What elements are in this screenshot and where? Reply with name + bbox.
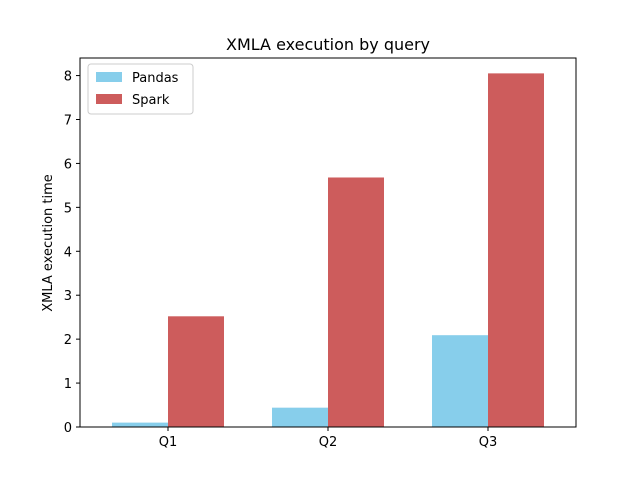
legend: Pandas Spark xyxy=(87,63,194,115)
bars-group xyxy=(112,73,544,427)
y-tick-label: 1 xyxy=(64,377,72,392)
bar-spark-q3 xyxy=(488,73,544,427)
bar-pandas-q1 xyxy=(112,422,168,427)
bar-spark-q1 xyxy=(168,316,224,427)
bar-spark-q2 xyxy=(328,177,384,427)
legend-swatch-spark xyxy=(96,94,122,104)
y-tick-label: 3 xyxy=(64,289,72,304)
y-tick-label: 2 xyxy=(64,333,72,348)
y-tick-label: 8 xyxy=(64,70,72,85)
y-tick-label: 7 xyxy=(64,114,72,129)
chart-title: XMLA execution by query xyxy=(226,35,430,54)
bar-pandas-q3 xyxy=(432,335,488,427)
legend-label-pandas: Pandas xyxy=(132,71,179,86)
bar-pandas-q2 xyxy=(272,407,328,427)
legend-label-spark: Spark xyxy=(132,93,170,108)
legend-swatch-pandas xyxy=(96,72,122,82)
y-tick-label: 5 xyxy=(64,201,72,216)
y-axis-label: XMLA execution time xyxy=(41,174,56,312)
x-tick-label: Q3 xyxy=(479,435,498,450)
x-tick-label: Q1 xyxy=(159,435,178,450)
y-tick-label: 4 xyxy=(64,245,72,260)
y-tick-label: 6 xyxy=(64,157,72,172)
x-tick-label: Q2 xyxy=(319,435,338,450)
axes-group: 0 1 2 3 4 5 6 7 8 Q1 Q2 Q3 xyxy=(64,57,577,450)
y-tick-label: 0 xyxy=(64,421,72,436)
